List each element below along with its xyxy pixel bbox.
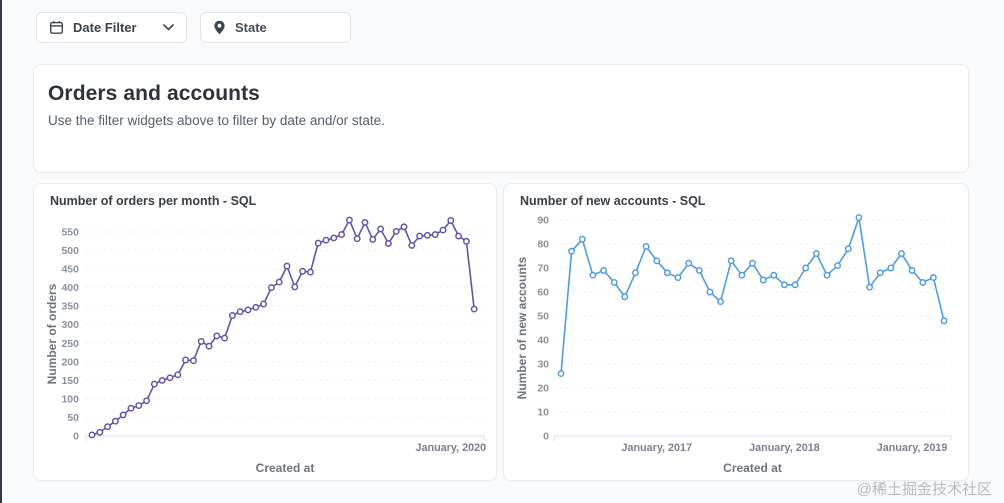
svg-text:80: 80 [537, 239, 549, 251]
svg-text:30: 30 [537, 359, 549, 371]
svg-text:January, 2020: January, 2020 [415, 442, 486, 454]
svg-text:400: 400 [61, 282, 79, 294]
chevron-down-icon[interactable] [163, 24, 174, 31]
svg-text:0: 0 [543, 431, 549, 443]
svg-text:January, 2017: January, 2017 [621, 442, 692, 454]
svg-text:200: 200 [61, 356, 79, 368]
svg-text:Number of orders: Number of orders [45, 283, 59, 384]
dashboard-header-card: Orders and accounts Use the filter widge… [33, 64, 969, 173]
svg-text:50: 50 [537, 311, 549, 323]
dashboard-title: Orders and accounts [48, 82, 260, 105]
svg-text:0: 0 [73, 431, 79, 443]
svg-text:50: 50 [67, 412, 79, 424]
svg-text:10: 10 [537, 407, 549, 419]
watermark: @稀土掘金技术社区 [856, 481, 992, 498]
svg-text:Created at: Created at [723, 461, 782, 475]
svg-text:90: 90 [537, 215, 549, 227]
orders-chart-card: Number of orders per month - SQL 0 50 100 1… [33, 183, 497, 481]
svg-text:250: 250 [61, 338, 79, 350]
state-filter-widget[interactable]: State [200, 12, 351, 43]
orders-line-chart[interactable]: 0 50 100 150 200 250 300 350 400 450 500 550 January… [34, 184, 496, 480]
calendar-icon [49, 20, 64, 35]
svg-text:January, 2018: January, 2018 [749, 442, 820, 454]
svg-text:100: 100 [61, 393, 79, 405]
svg-text:70: 70 [537, 263, 549, 275]
svg-text:40: 40 [537, 335, 549, 347]
state-filter-label: State [235, 20, 267, 35]
svg-text:150: 150 [61, 375, 79, 387]
dashboard-subtitle: Use the filter widgets above to filter b… [48, 113, 385, 128]
accounts-chart-card: Number of new accounts - SQL 0 10 20 30 40 50… [503, 183, 969, 481]
svg-text:60: 60 [537, 287, 549, 299]
svg-text:500: 500 [61, 245, 79, 257]
svg-text:350: 350 [61, 301, 79, 313]
svg-text:Created at: Created at [256, 461, 315, 475]
screen-left-edge [0, 0, 2, 503]
svg-text:20: 20 [537, 383, 549, 395]
svg-text:Number of new accounts: Number of new accounts [515, 256, 529, 399]
accounts-line-chart[interactable]: 0 10 20 30 40 50 60 70 80 90 January, 2017 January,… [504, 184, 968, 480]
svg-text:550: 550 [61, 227, 79, 239]
location-pin-icon [213, 20, 226, 35]
svg-text:450: 450 [61, 264, 79, 276]
date-filter-widget[interactable]: Date Filter [36, 12, 187, 43]
date-filter-label: Date Filter [73, 20, 137, 35]
svg-text:January, 2019: January, 2019 [877, 442, 948, 454]
accounts-chart-title: Number of new accounts - SQL [520, 194, 706, 208]
orders-chart-title: Number of orders per month - SQL [50, 194, 257, 208]
svg-text:300: 300 [61, 319, 79, 331]
